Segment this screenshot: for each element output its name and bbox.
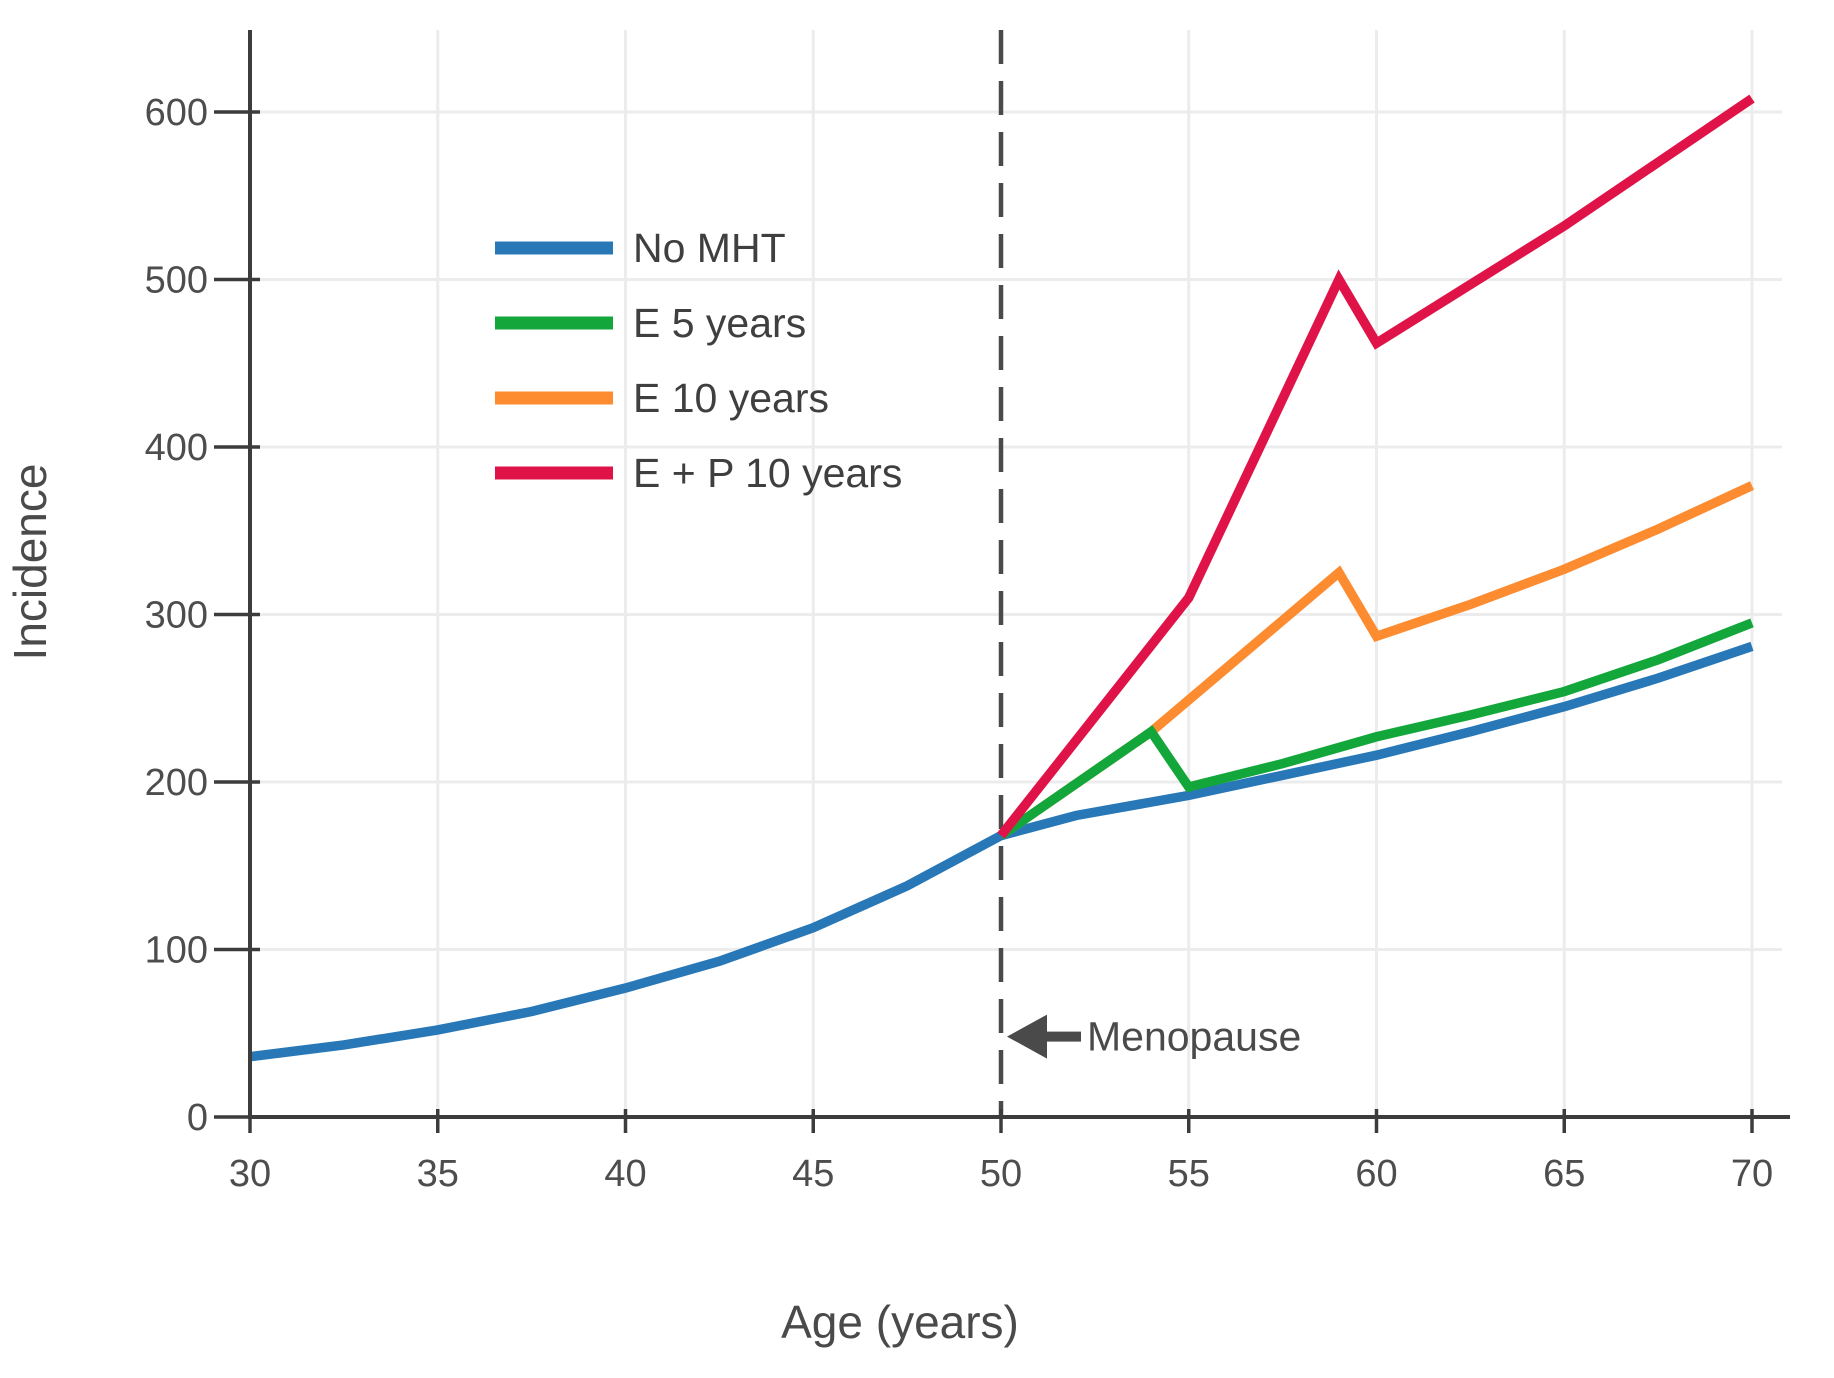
- legend-label: E + P 10 years: [633, 450, 902, 496]
- y-axis-title: Incidence: [4, 464, 56, 661]
- y-tick-label: 300: [145, 595, 208, 637]
- legend-label: E 5 years: [633, 300, 806, 346]
- x-tick-label: 70: [1731, 1153, 1773, 1195]
- menopause-arrow-icon: [1007, 1014, 1047, 1059]
- y-tick-label: 400: [145, 427, 208, 469]
- x-tick-label: 45: [792, 1153, 834, 1195]
- y-tick-label: 0: [187, 1097, 208, 1139]
- x-tick-label: 30: [229, 1153, 271, 1195]
- y-tick-label: 500: [145, 260, 208, 302]
- x-tick-label: 35: [417, 1153, 459, 1195]
- x-tick-label: 65: [1543, 1153, 1585, 1195]
- series-line-e-10-years: [998, 481, 1754, 840]
- x-tick-label: 55: [1168, 1153, 1210, 1195]
- x-axis-title: Age (years): [781, 1296, 1019, 1348]
- series-line-e-p-10-years: [997, 94, 1755, 839]
- legend-label: No MHT: [633, 225, 786, 271]
- legend-label: E 10 years: [633, 375, 829, 421]
- y-tick-label: 200: [145, 762, 208, 804]
- x-tick-label: 40: [604, 1153, 646, 1195]
- x-tick-label: 60: [1355, 1153, 1397, 1195]
- series-line-e-5-years: [998, 618, 1754, 840]
- x-tick-label: 50: [980, 1153, 1022, 1195]
- y-tick-label: 600: [145, 92, 208, 134]
- menopause-arrow-tail: [1041, 1031, 1081, 1042]
- y-tick-label: 100: [145, 930, 208, 972]
- menopause-annotation-label: Menopause: [1087, 1014, 1301, 1060]
